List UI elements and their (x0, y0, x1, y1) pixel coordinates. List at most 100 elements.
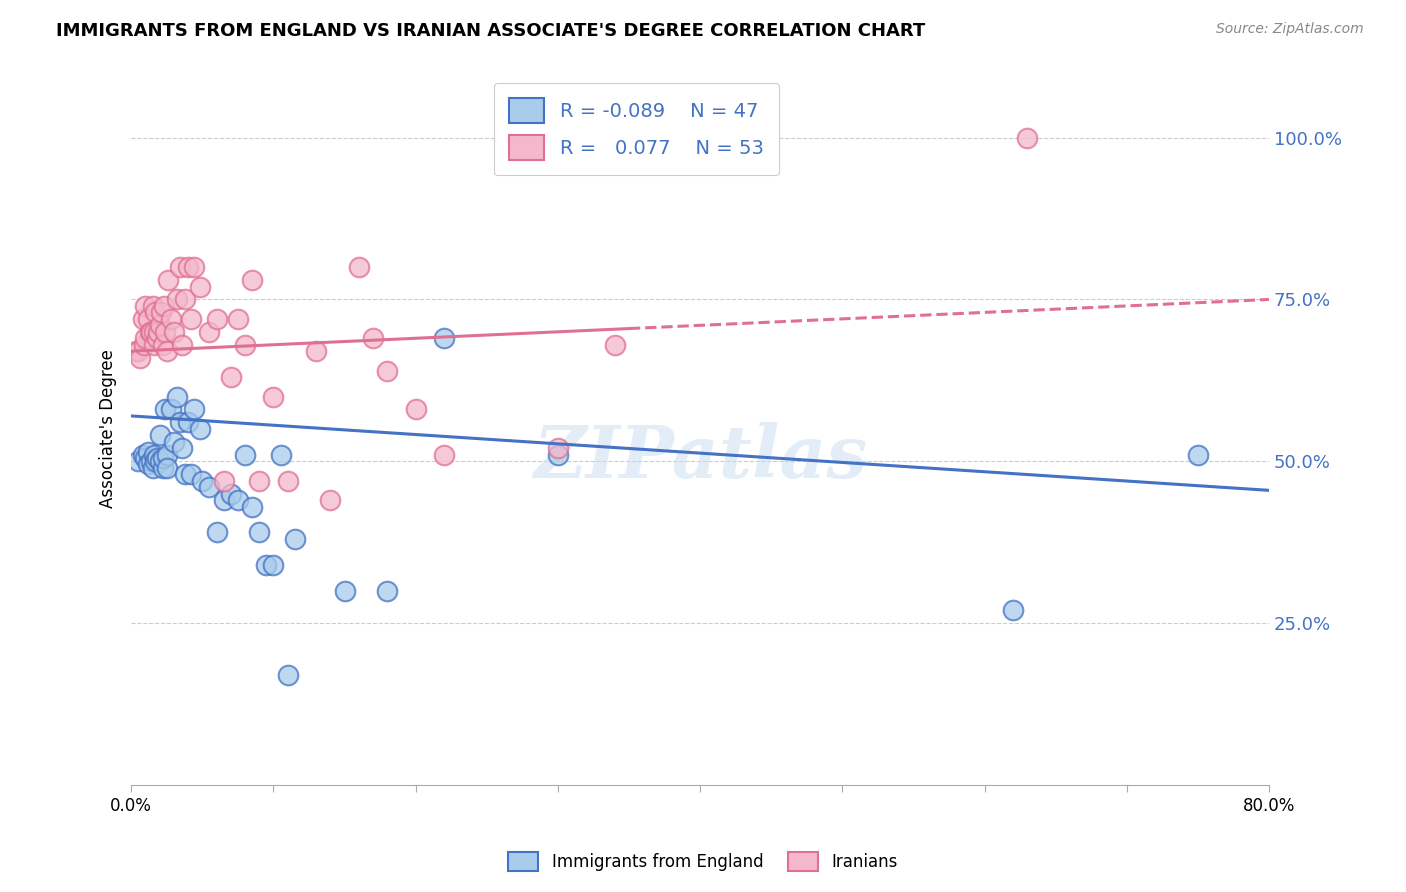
Point (134, 450, 156, 465)
Point (143, 325, 166, 339)
Point (128, 351, 150, 365)
Point (547, 442, 569, 456)
Point (152, 460, 174, 475)
Point (148, 325, 170, 339)
Point (205, 525, 228, 540)
Point (226, 311, 249, 326)
Point (361, 331, 384, 345)
Point (146, 450, 169, 465)
Point (141, 454, 163, 468)
Point (166, 293, 188, 307)
Point (131, 448, 153, 462)
Point (198, 325, 221, 339)
Point (247, 474, 270, 488)
Point (136, 311, 159, 326)
Point (156, 460, 179, 475)
Point (152, 337, 174, 351)
Text: IMMIGRANTS FROM ENGLAND VS IRANIAN ASSOCIATE'S DEGREE CORRELATION CHART: IMMIGRANTS FROM ENGLAND VS IRANIAN ASSOC… (56, 22, 925, 40)
Point (333, 583, 356, 598)
Point (157, 273, 180, 287)
Point (270, 448, 292, 462)
Point (547, 448, 569, 462)
Point (205, 311, 228, 326)
Point (183, 260, 205, 274)
Point (146, 331, 169, 345)
Text: ZIPatlas: ZIPatlas (533, 422, 868, 493)
Point (152, 450, 174, 465)
Legend: R = -0.089    N = 47, R =   0.077    N = 53: R = -0.089 N = 47, R = 0.077 N = 53 (494, 83, 779, 176)
Point (198, 480, 221, 494)
Point (180, 467, 202, 482)
Point (240, 500, 263, 514)
Point (284, 532, 307, 546)
Point (262, 390, 284, 404)
Point (124, 344, 146, 359)
Point (305, 344, 328, 359)
Text: Source: ZipAtlas.com: Source: ZipAtlas.com (1216, 22, 1364, 37)
Point (226, 493, 249, 508)
Point (603, 337, 626, 351)
Y-axis label: Associate's Degree: Associate's Degree (100, 350, 117, 508)
Point (136, 458, 159, 472)
Point (172, 337, 194, 351)
Point (166, 390, 188, 404)
Point (169, 260, 191, 274)
Point (254, 558, 277, 572)
Point (177, 260, 200, 274)
Point (149, 428, 172, 442)
Point (262, 558, 284, 572)
Point (347, 260, 370, 274)
Point (143, 448, 166, 462)
Point (174, 293, 197, 307)
Legend: Immigrants from England, Iranians: Immigrants from England, Iranians (501, 843, 905, 880)
Point (156, 448, 179, 462)
Point (172, 442, 194, 456)
Point (149, 454, 172, 468)
Point (433, 448, 456, 462)
Point (1001, 603, 1024, 617)
Point (191, 474, 214, 488)
Point (132, 337, 155, 351)
Point (150, 305, 173, 319)
Point (1017, 130, 1039, 145)
Point (188, 279, 211, 293)
Point (149, 318, 172, 333)
Point (433, 331, 456, 345)
Point (155, 402, 177, 417)
Point (219, 486, 242, 500)
Point (141, 325, 163, 339)
Point (138, 325, 160, 339)
Point (169, 416, 191, 430)
Point (163, 434, 186, 449)
Point (134, 331, 156, 345)
Point (212, 493, 235, 508)
Point (212, 474, 235, 488)
Point (134, 299, 156, 313)
Point (277, 667, 299, 681)
Point (153, 299, 176, 313)
Point (233, 337, 256, 351)
Point (319, 493, 342, 508)
Point (233, 448, 256, 462)
Point (247, 525, 270, 540)
Point (174, 467, 197, 482)
Point (219, 370, 242, 384)
Point (156, 344, 179, 359)
Point (127, 454, 149, 468)
Point (160, 402, 183, 417)
Point (1187, 448, 1209, 462)
Point (145, 454, 167, 468)
Point (405, 402, 427, 417)
Point (131, 311, 153, 326)
Point (143, 337, 166, 351)
Point (160, 311, 183, 326)
Point (183, 402, 205, 417)
Point (163, 325, 186, 339)
Point (375, 583, 398, 598)
Point (177, 416, 200, 430)
Point (240, 273, 263, 287)
Point (155, 325, 177, 339)
Point (142, 299, 165, 313)
Point (180, 311, 202, 326)
Point (145, 305, 167, 319)
